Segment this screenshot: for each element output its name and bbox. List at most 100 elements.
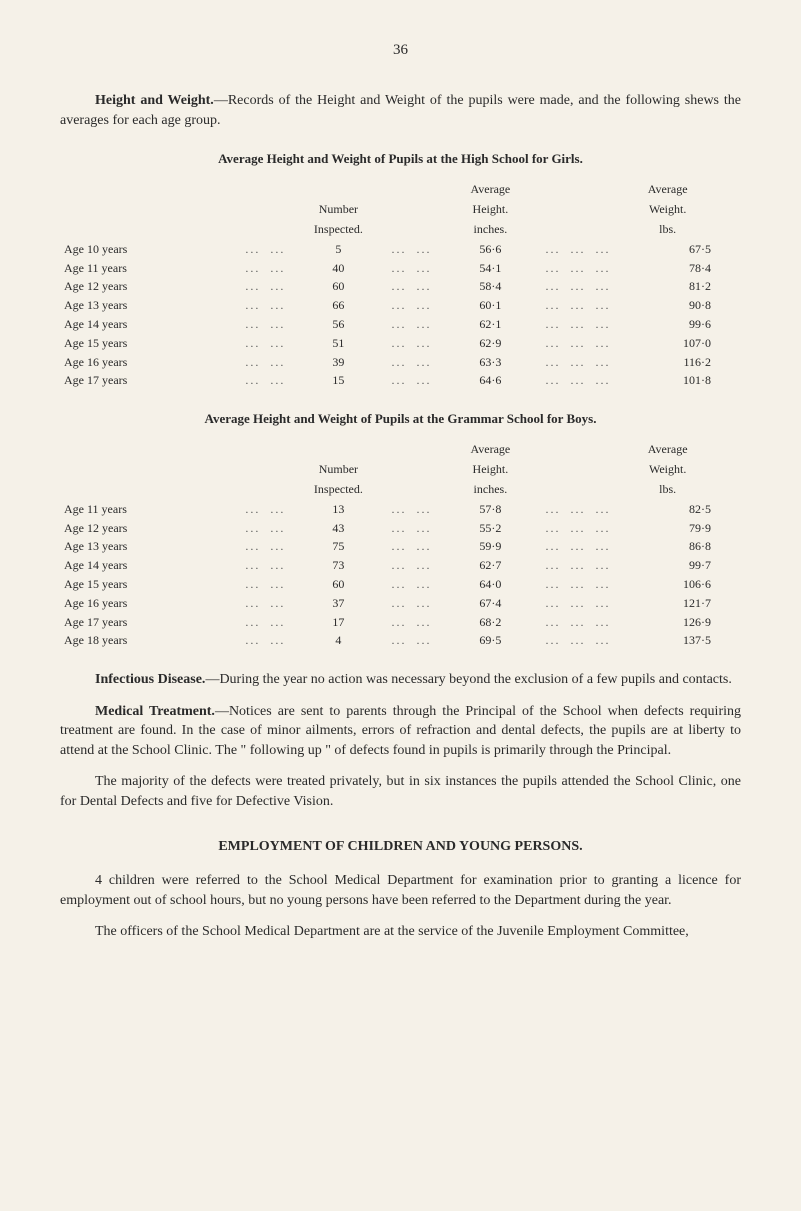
cell-weight: 99·6 <box>620 315 741 334</box>
dots: ... ... <box>232 259 299 278</box>
table-row: Age 13 years... ...66... ...60·1... ... … <box>60 296 741 315</box>
hdr-number-bot: Inspected. <box>299 480 378 500</box>
dots: ... ... <box>232 296 299 315</box>
hdr-weight-mid: Weight. <box>620 200 741 220</box>
dots: ... ... <box>378 594 445 613</box>
dots: ... ... <box>232 277 299 296</box>
dots: ... ... <box>378 556 445 575</box>
table-header-row-3: Inspected. inches. lbs. <box>60 220 741 240</box>
dots: ... ... <box>378 315 445 334</box>
table-header-row-2: Number Height. Weight. <box>60 200 741 220</box>
page-number: 36 <box>60 40 741 61</box>
cell-weight: 82·5 <box>620 500 741 519</box>
hdr-height-bot: inches. <box>445 480 535 500</box>
cell-age: Age 13 years <box>60 296 232 315</box>
height-weight-paragraph: Height and Weight.—Records of the Height… <box>60 91 741 130</box>
dots: ... ... <box>232 537 299 556</box>
boys-table: Average Average Number Height. Weight. I… <box>60 440 741 650</box>
cell-age: Age 14 years <box>60 556 232 575</box>
dots: ... ... <box>232 575 299 594</box>
hdr-height-bot: inches. <box>445 220 535 240</box>
cell-number: 5 <box>299 240 378 259</box>
dots: ... ... <box>232 240 299 259</box>
cell-number: 66 <box>299 296 378 315</box>
table-row: Age 15 years... ...51... ...62·9... ... … <box>60 334 741 353</box>
cell-number: 13 <box>299 500 378 519</box>
height-weight-title: Height and Weight. <box>95 93 214 108</box>
medical-paragraph: Medical Treatment.—Notices are sent to p… <box>60 702 741 761</box>
hdr-weight-top: Average <box>620 440 741 460</box>
table-row: Age 17 years... ...15... ...64·6... ... … <box>60 371 741 390</box>
boys-table-caption: Average Height and Weight of Pupils at t… <box>60 410 741 428</box>
dots: ... ... <box>378 575 445 594</box>
infectious-title: Infectious Disease. <box>95 672 205 687</box>
table-row: Age 16 years... ...39... ...63·3... ... … <box>60 353 741 372</box>
hdr-number-top: Number <box>299 460 378 480</box>
cell-height: 54·1 <box>445 259 535 278</box>
dots: ... ... <box>378 240 445 259</box>
dots: ... ... ... <box>536 519 621 538</box>
table-row: Age 16 years... ...37... ...67·4... ... … <box>60 594 741 613</box>
cell-age: Age 10 years <box>60 240 232 259</box>
cell-age: Age 17 years <box>60 613 232 632</box>
cell-height: 68·2 <box>445 613 535 632</box>
dots: ... ... <box>232 371 299 390</box>
cell-weight: 101·8 <box>620 371 741 390</box>
girls-table: Average Average Number Height. Weight. I… <box>60 180 741 390</box>
cell-number: 17 <box>299 613 378 632</box>
dots: ... ... ... <box>536 594 621 613</box>
cell-age: Age 12 years <box>60 519 232 538</box>
cell-weight: 137·5 <box>620 631 741 650</box>
dots: ... ... <box>232 334 299 353</box>
hdr-height-mid: Height. <box>445 200 535 220</box>
hdr-height-mid: Height. <box>445 460 535 480</box>
dots: ... ... ... <box>536 500 621 519</box>
cell-age: Age 16 years <box>60 594 232 613</box>
dots: ... ... ... <box>536 575 621 594</box>
table-header-row-3: Inspected. inches. lbs. <box>60 480 741 500</box>
cell-weight: 81·2 <box>620 277 741 296</box>
cell-age: Age 16 years <box>60 353 232 372</box>
dots: ... ... ... <box>536 259 621 278</box>
employment-heading: EMPLOYMENT OF CHILDREN AND YOUNG PERSONS… <box>60 837 741 857</box>
dots: ... ... <box>378 631 445 650</box>
dots: ... ... ... <box>536 296 621 315</box>
dots: ... ... <box>232 519 299 538</box>
table-row: Age 11 years... ...13... ...57·8... ... … <box>60 500 741 519</box>
hdr-weight-top: Average <box>620 180 741 200</box>
cell-height: 55·2 <box>445 519 535 538</box>
table-row: Age 12 years... ...60... ...58·4... ... … <box>60 277 741 296</box>
table-header-row-1: Average Average <box>60 180 741 200</box>
dots: ... ... <box>378 296 445 315</box>
dots: ... ... ... <box>536 537 621 556</box>
dots: ... ... ... <box>536 631 621 650</box>
dots: ... ... <box>378 353 445 372</box>
dots: ... ... <box>232 353 299 372</box>
dots: ... ... <box>232 613 299 632</box>
cell-weight: 90·8 <box>620 296 741 315</box>
cell-weight: 67·5 <box>620 240 741 259</box>
hdr-weight-bot: lbs. <box>620 480 741 500</box>
dots: ... ... <box>378 371 445 390</box>
cell-height: 64·6 <box>445 371 535 390</box>
cell-number: 40 <box>299 259 378 278</box>
dots: ... ... <box>378 519 445 538</box>
table-row: Age 17 years... ...17... ...68·2... ... … <box>60 613 741 632</box>
cell-number: 43 <box>299 519 378 538</box>
cell-height: 58·4 <box>445 277 535 296</box>
table-header-row-1: Average Average <box>60 440 741 460</box>
cell-height: 59·9 <box>445 537 535 556</box>
cell-weight: 106·6 <box>620 575 741 594</box>
dots: ... ... <box>378 334 445 353</box>
dots: ... ... <box>378 537 445 556</box>
cell-number: 15 <box>299 371 378 390</box>
table-row: Age 10 years... ...5... ...56·6... ... .… <box>60 240 741 259</box>
cell-height: 62·7 <box>445 556 535 575</box>
table-row: Age 14 years... ...73... ...62·7... ... … <box>60 556 741 575</box>
cell-weight: 107·0 <box>620 334 741 353</box>
cell-number: 75 <box>299 537 378 556</box>
cell-age: Age 14 years <box>60 315 232 334</box>
cell-age: Age 15 years <box>60 575 232 594</box>
dots: ... ... ... <box>536 613 621 632</box>
cell-age: Age 11 years <box>60 500 232 519</box>
